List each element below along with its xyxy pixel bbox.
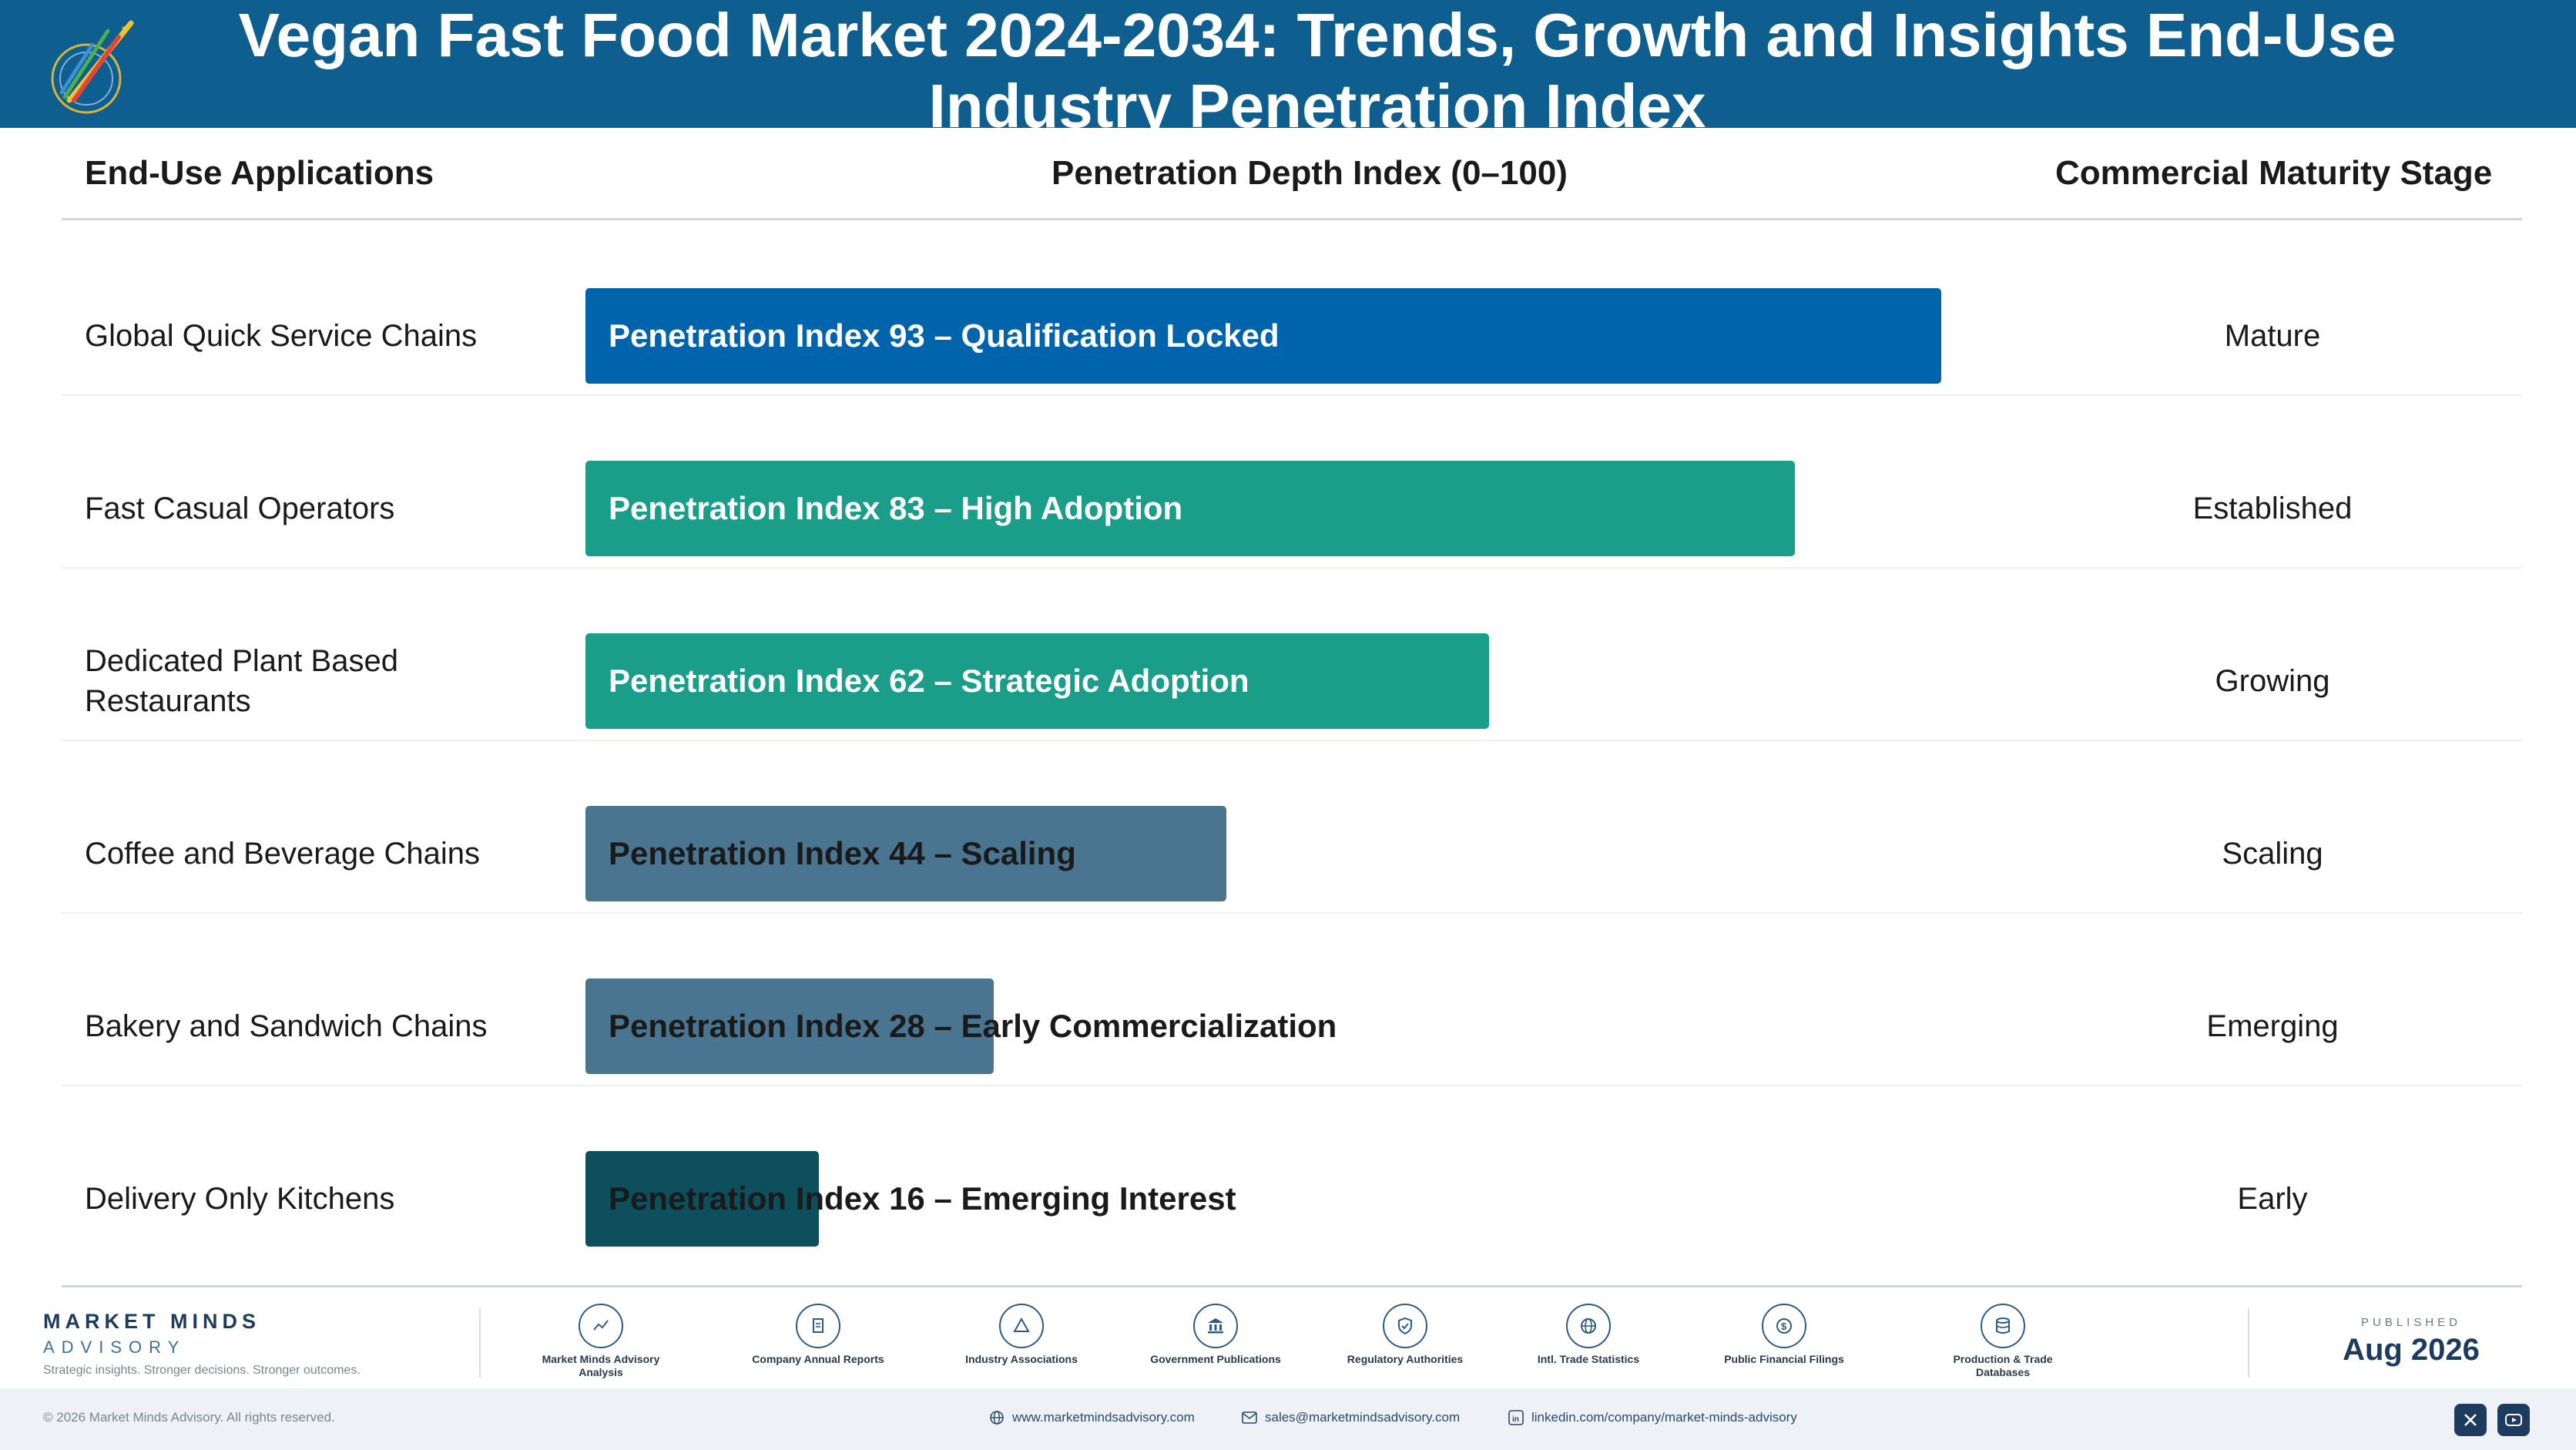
column-header-stage: Commercial Maturity Stage: [2055, 154, 2493, 192]
shield-check-icon: [1383, 1304, 1427, 1348]
mail-icon: [1242, 1411, 1257, 1424]
source-label: Production & Trade Databases: [1953, 1353, 2053, 1378]
source-item: Regulatory Authorities: [1336, 1304, 1474, 1366]
source-item: Government Publications: [1146, 1304, 1285, 1366]
source-label: Market Minds Advisory Analysis: [542, 1353, 660, 1378]
dollar-coin-icon: $: [1762, 1304, 1806, 1348]
bar-1: [585, 288, 1941, 384]
footer: MARKET MINDS ADVISORY Strategic insights…: [0, 1294, 2576, 1388]
row-divider: [62, 394, 2522, 396]
source-item: Intl. Trade Statistics: [1519, 1304, 1658, 1366]
x-social-button[interactable]: [2454, 1404, 2487, 1436]
column-header-applications: End-Use Applications: [85, 154, 434, 192]
globe-icon: [990, 1411, 1004, 1425]
maturity-stage: Emerging: [2206, 1009, 2339, 1043]
database-icon: [1981, 1304, 2025, 1348]
globe-icon: [1566, 1304, 1611, 1348]
footer-divider-right: [2248, 1308, 2249, 1378]
source-item: Company Annual Reports: [749, 1304, 887, 1366]
bar-6: [585, 1151, 819, 1247]
header-banner: Vegan Fast Food Market 2024-2034: Trends…: [0, 0, 2576, 128]
brand-subtitle: ADVISORY: [43, 1338, 186, 1357]
row-divider: [62, 912, 2522, 914]
maturity-stage: Established: [2192, 491, 2353, 525]
network-icon: [999, 1304, 1044, 1348]
source-item: $ Public Financial Filings: [1715, 1304, 1853, 1366]
linkedin-text: linkedin.com/company/market-minds-adviso…: [1531, 1410, 1797, 1425]
maturity-stage: Early: [2237, 1181, 2308, 1216]
application-label: Fast Casual Operators: [85, 492, 395, 525]
svg-text:$: $: [1781, 1321, 1787, 1332]
x-logo-icon: [2464, 1414, 2477, 1426]
maturity-stage: Growing: [2215, 663, 2330, 698]
source-item: Production & Trade Databases: [1934, 1304, 2072, 1379]
bar-label: Penetration Index 62 – Strategic Adoptio…: [609, 663, 1249, 699]
application-label: Delivery Only Kitchens: [85, 1182, 395, 1216]
header-divider: [62, 218, 2522, 220]
published-label: PUBLISHED: [2360, 1316, 2462, 1329]
application-label: Dedicated Plant Based Restaurants: [85, 644, 398, 718]
document-icon: [796, 1304, 840, 1348]
copyright-text: © 2026 Market Minds Advisory. All rights…: [43, 1410, 335, 1425]
source-label: Government Publications: [1150, 1353, 1281, 1365]
source-item: Industry Associations: [952, 1304, 1091, 1366]
bar-label: Penetration Index 44 – Scaling: [609, 835, 1076, 871]
bar-label: Penetration Index 83 – High Adoption: [609, 490, 1183, 526]
row-divider: [62, 567, 2522, 569]
row-divider: [62, 1085, 2522, 1086]
application-label: Global Quick Service Chains: [85, 319, 478, 353]
brand-name: MARKET MINDS: [43, 1310, 260, 1333]
source-label: Intl. Trade Statistics: [1537, 1353, 1640, 1365]
company-logo-icon: [51, 20, 134, 114]
bar-3: [585, 633, 1489, 729]
footer-divider: [62, 1285, 2522, 1287]
source-item: Market Minds Advisory Analysis: [532, 1304, 670, 1379]
linkedin-link[interactable]: in linkedin.com/company/market-minds-adv…: [1508, 1410, 1797, 1425]
footer-divider-left: [479, 1308, 481, 1378]
youtube-icon: [2505, 1414, 2522, 1426]
bottom-bar: © 2026 Market Minds Advisory. All rights…: [0, 1388, 2576, 1450]
maturity-stage: Scaling: [2222, 836, 2323, 871]
youtube-social-button[interactable]: [2497, 1404, 2530, 1436]
bar-label: Penetration Index 28 – Early Commerciali…: [609, 1008, 1337, 1044]
bar-2: [585, 461, 1795, 556]
government-building-icon: [1193, 1304, 1238, 1348]
source-label: Regulatory Authorities: [1347, 1353, 1464, 1365]
svg-text:in: in: [1512, 1415, 1519, 1424]
bar-5: [585, 978, 994, 1074]
page-title: Vegan Fast Food Market 2024-2034: Trends…: [238, 1, 2397, 128]
application-label: Bakery and Sandwich Chains: [85, 1009, 488, 1043]
application-label: Coffee and Beverage Chains: [85, 837, 480, 871]
website-text: www.marketmindsadvisory.com: [1012, 1410, 1195, 1425]
website-link[interactable]: www.marketmindsadvisory.com: [989, 1410, 1195, 1425]
published-date: Aug 2026: [2343, 1333, 2480, 1367]
maturity-stage: Mature: [2224, 318, 2321, 353]
email-link[interactable]: sales@marketmindsadvisory.com: [1242, 1410, 1460, 1425]
email-text: sales@marketmindsadvisory.com: [1265, 1410, 1461, 1425]
source-label: Industry Associations: [965, 1353, 1078, 1365]
linkedin-icon: in: [1508, 1410, 1524, 1425]
bar-label: Penetration Index 93 – Qualification Loc…: [609, 317, 1280, 354]
source-label: Company Annual Reports: [752, 1353, 884, 1365]
source-label: Public Financial Filings: [1724, 1353, 1844, 1365]
bar-label: Penetration Index 16 – Emerging Interest: [609, 1180, 1236, 1217]
column-header-index: Penetration Depth Index (0–100): [1052, 154, 1568, 192]
row-divider: [62, 740, 2522, 741]
bar-4: [585, 806, 1226, 901]
chart-line-icon: [579, 1304, 623, 1348]
brand-tagline: Strategic insights. Stronger decisions. …: [43, 1364, 361, 1377]
